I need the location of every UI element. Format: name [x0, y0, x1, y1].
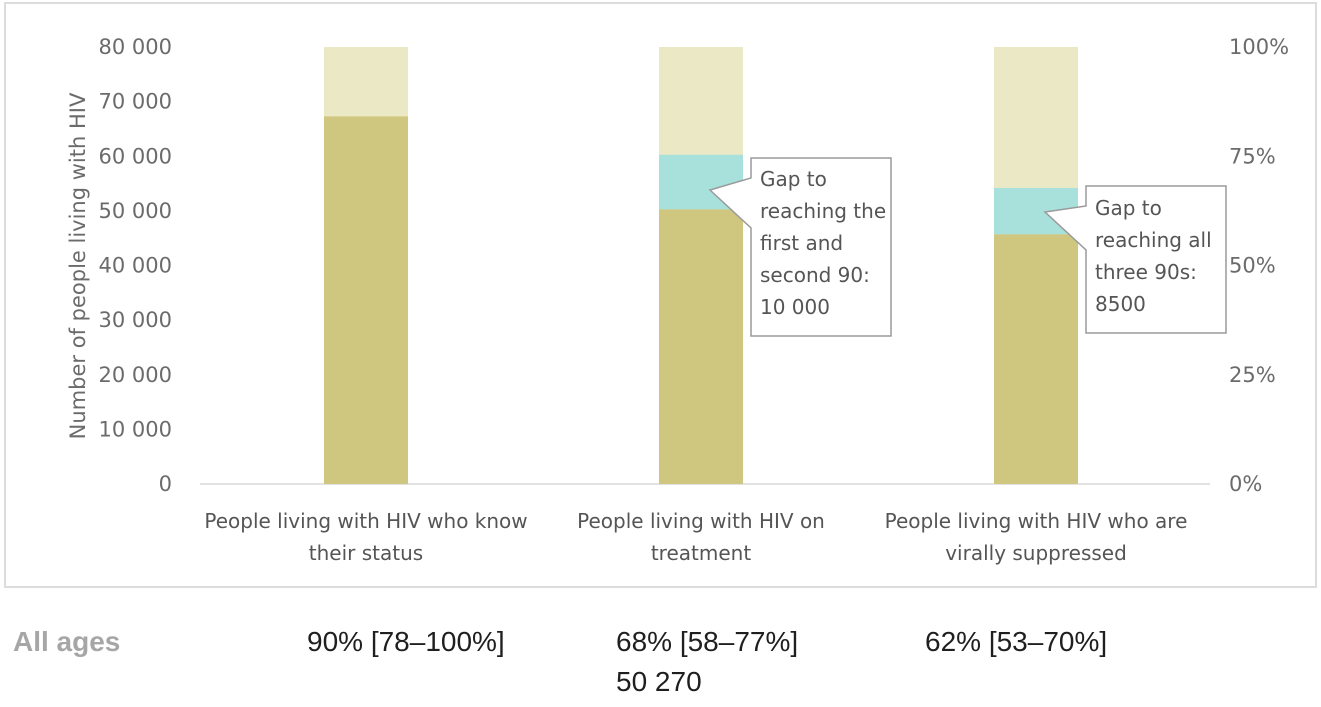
bar-achieved — [994, 234, 1078, 484]
y-tick-label: 70 000 — [99, 90, 172, 114]
bar-achieved — [659, 209, 743, 484]
summary-value-know-status: 90% [78–100%] — [307, 626, 505, 657]
bar-chart: 80 000 70 000 60 000 50 000 40 000 30 000 20 0… — [66, 35, 1289, 565]
y-tick-label: 20 000 — [99, 363, 172, 387]
bar-achieved — [324, 116, 408, 484]
y-tick-label: 10 000 — [99, 417, 172, 441]
callout-text: first and — [760, 231, 843, 255]
category-label: People living with HIV who know — [204, 509, 527, 533]
y-tick-label: 60 000 — [99, 144, 172, 168]
category-label: People living with HIV on — [577, 509, 825, 533]
callout-text: Gap to — [1095, 196, 1162, 220]
category-label: virally suppressed — [945, 541, 1127, 565]
callout-box — [1043, 185, 1227, 334]
y2-tick-label: 75% — [1229, 144, 1276, 168]
callout-box — [708, 157, 892, 337]
y2-tick-label: 100% — [1229, 35, 1289, 59]
category-label: their status — [309, 541, 423, 565]
summary-value-virally-suppressed: 62% [53–70%] — [925, 626, 1108, 657]
y2-tick-label: 25% — [1229, 363, 1276, 387]
summary-label: All ages — [13, 626, 121, 657]
callout-text: 8500 — [1095, 292, 1146, 316]
y-tick-label: 50 000 — [99, 199, 172, 223]
callout-text: reaching all — [1095, 228, 1212, 252]
summary-row: All ages 90% [78–100%] 68% [58–77%] 50 2… — [0, 618, 1321, 698]
summary-value-on-treatment: 68% [58–77%] — [616, 626, 799, 657]
callout-text: three 90s: — [1095, 260, 1197, 284]
category-label: People living with HIV who are — [885, 509, 1188, 533]
y2-tick-label: 0% — [1229, 472, 1262, 496]
y-tick-label: 0 — [159, 472, 172, 496]
callout-text: second 90: — [760, 263, 870, 287]
y-tick-label: 80 000 — [99, 35, 172, 59]
callout-text: reaching the — [760, 199, 886, 223]
y-axis-label: Number of people living with HIV — [66, 92, 90, 439]
category-label: treatment — [651, 541, 751, 565]
y-tick-label: 40 000 — [99, 254, 172, 278]
summary-value-on-treatment-count: 50 270 — [616, 666, 702, 697]
y-tick-label: 30 000 — [99, 308, 172, 332]
y2-tick-label: 50% — [1229, 254, 1276, 278]
callout-text: 10 000 — [760, 295, 830, 319]
callout-text: Gap to — [760, 167, 827, 191]
